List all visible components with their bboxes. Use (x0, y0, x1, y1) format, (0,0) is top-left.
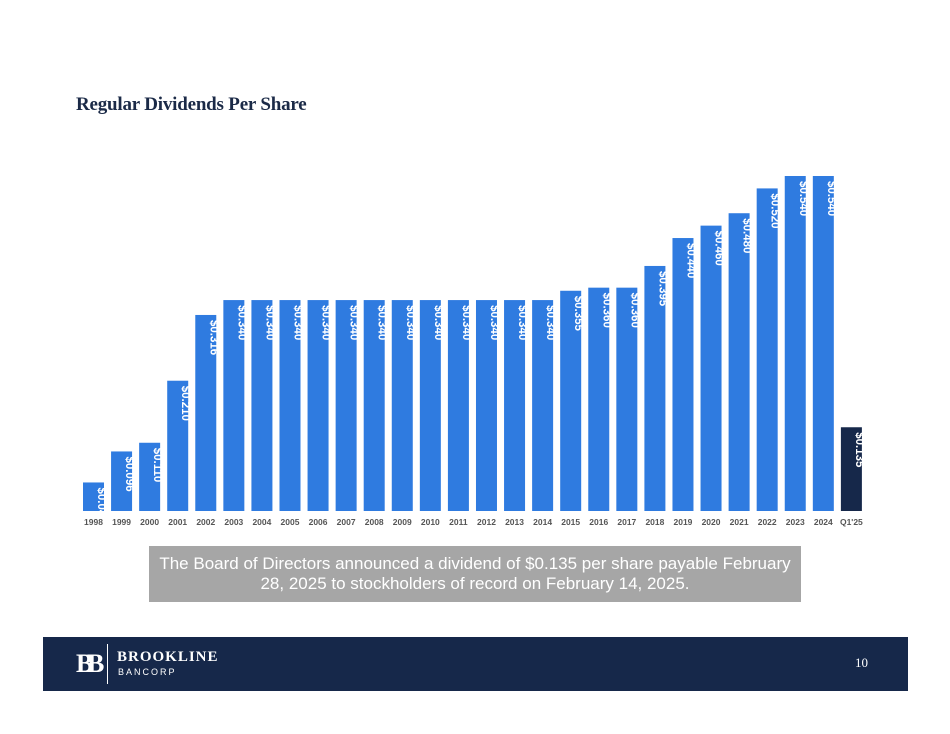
data-label-2001: $0.210 (179, 386, 191, 421)
data-label-2021: $0.480 (741, 218, 753, 253)
bar-2007 (335, 300, 357, 511)
bar-2015 (560, 290, 582, 511)
data-label-2010: $0.340 (432, 305, 444, 340)
brookline-logo-icon: B B (76, 649, 104, 676)
x-tick-label: 2002 (196, 517, 215, 527)
data-label-2020: $0.460 (713, 231, 725, 266)
bar-2008 (363, 300, 385, 511)
x-tick-label: 2013 (505, 517, 524, 527)
bar-2018 (644, 265, 666, 511)
bar-2013 (504, 300, 526, 511)
x-tick-label: 2003 (224, 517, 243, 527)
bar-2005 (279, 300, 301, 511)
x-tick-label: 2005 (281, 517, 300, 527)
bar-2017 (616, 287, 638, 511)
data-label-1999: $0.096 (123, 456, 135, 491)
x-tick-label: 2016 (589, 517, 608, 527)
data-label-2007: $0.340 (348, 305, 360, 340)
x-tick-label: 2015 (561, 517, 580, 527)
data-label-2000: $0.110 (151, 448, 163, 483)
chart-title: Regular Dividends Per Share (76, 94, 307, 115)
bar-2012 (475, 300, 497, 511)
bar-2000 (139, 442, 161, 511)
company-name: BROOKLINE (117, 649, 219, 665)
x-tick-label: Q1'25 (840, 517, 863, 527)
x-tick-label: 2006 (309, 517, 328, 527)
bar-2010 (419, 300, 441, 511)
x-tick-label: 2014 (533, 517, 552, 527)
x-tick-label: 2007 (337, 517, 356, 527)
bar-2022 (756, 188, 778, 511)
bar-2021 (728, 213, 750, 511)
bar-2023 (784, 176, 806, 511)
data-label-2004: $0.340 (263, 305, 275, 340)
bar-2003 (223, 300, 245, 511)
x-tick-label: 2017 (617, 517, 636, 527)
x-tick-label: 2024 (814, 517, 833, 527)
bar-2001 (167, 380, 189, 511)
svg-text:B: B (76, 649, 93, 676)
x-tick-label: 2020 (702, 517, 721, 527)
data-label-2011: $0.340 (460, 305, 472, 340)
data-label-2013: $0.340 (516, 305, 528, 340)
x-tick-label: 2004 (252, 517, 271, 527)
data-label-2015: $0.355 (572, 296, 584, 332)
svg-text:B: B (87, 649, 104, 676)
page-number: 10 (855, 655, 868, 670)
data-label-1998: $0.046 (95, 487, 107, 522)
data-label-2018: $0.395 (656, 271, 668, 307)
x-tick-label: 2023 (786, 517, 805, 527)
bar-2019 (672, 238, 694, 511)
data-label-2017: $0.360 (628, 293, 640, 328)
x-tick-label: 2021 (730, 517, 749, 527)
bar-2024 (812, 176, 834, 511)
logo-divider (107, 644, 108, 684)
data-label-2016: $0.360 (600, 293, 612, 328)
data-label-2024: $0.540 (825, 181, 837, 216)
data-label-2003: $0.340 (235, 305, 247, 340)
bar-2006 (307, 300, 329, 511)
data-label-2008: $0.340 (376, 305, 388, 340)
x-tick-label: 2022 (758, 517, 777, 527)
x-tick-label: 2010 (421, 517, 440, 527)
company-subname: BANCORP (118, 667, 177, 677)
data-label-2022: $0.520 (769, 193, 781, 228)
data-label-2014: $0.340 (544, 305, 556, 340)
x-tick-label: 2008 (365, 517, 384, 527)
bar-2009 (391, 300, 413, 511)
bar-2002 (195, 314, 217, 511)
bar-2016 (588, 287, 610, 511)
footer-bar: B B BROOKLINE BANCORP 10 (43, 637, 908, 691)
bar-2011 (447, 300, 469, 511)
x-tick-label: 2009 (393, 517, 412, 527)
data-label-Q1'25: $0.135 (853, 432, 865, 468)
data-label-2006: $0.340 (320, 305, 332, 340)
x-tick-label: 1999 (112, 517, 131, 527)
bar-1999 (111, 451, 133, 511)
data-label-2009: $0.340 (404, 305, 416, 340)
x-tick-label: 2018 (645, 517, 664, 527)
data-label-2019: $0.440 (684, 243, 696, 278)
dividend-announcement: The Board of Directors announced a divid… (149, 546, 801, 602)
x-tick-label: 2001 (168, 517, 187, 527)
data-label-2012: $0.340 (488, 305, 500, 340)
bar-2014 (532, 300, 554, 511)
x-tick-label: 2011 (449, 517, 468, 527)
bar-1998 (83, 482, 104, 511)
x-tick-label: 2019 (674, 517, 693, 527)
data-label-2005: $0.340 (291, 305, 303, 340)
x-tick-label: 1998 (84, 517, 103, 527)
bar-2020 (700, 225, 722, 511)
data-label-2002: $0.316 (207, 320, 219, 355)
bar-Q1'25 (840, 427, 862, 511)
data-label-2023: $0.540 (797, 181, 809, 216)
bar-2004 (251, 300, 273, 511)
x-tick-label: 2012 (477, 517, 496, 527)
x-tick-label: 2000 (140, 517, 159, 527)
